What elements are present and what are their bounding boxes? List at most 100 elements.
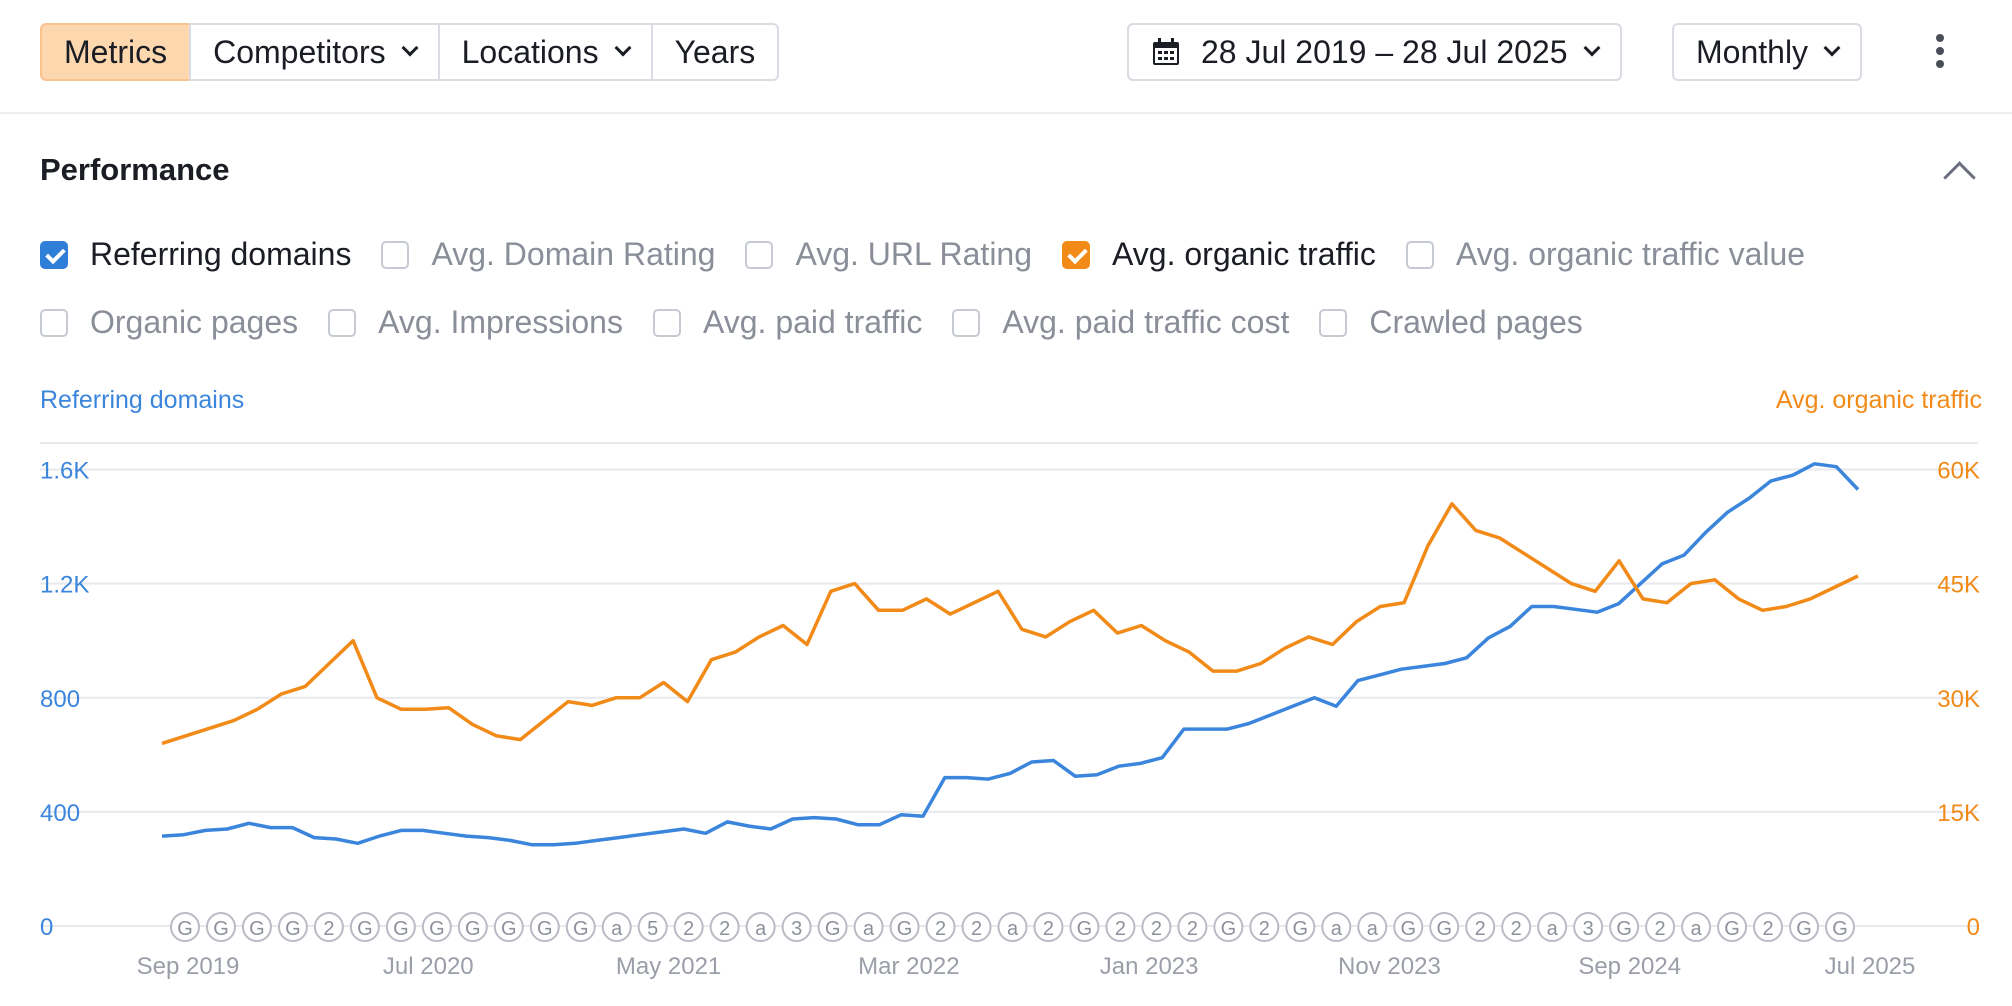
- event-marker-label: G: [1436, 918, 1452, 940]
- event-marker: [997, 912, 1028, 942]
- event-marker: [1213, 912, 1244, 942]
- event-marker: [925, 912, 956, 942]
- toggle-label: Avg. Impressions: [378, 304, 623, 340]
- event-marker-label: 3: [1583, 918, 1594, 940]
- event-marker-label: 2: [1151, 918, 1162, 940]
- event-marker: [709, 912, 740, 942]
- toggle-label: Referring domains: [90, 236, 352, 272]
- tab-competitors[interactable]: Competitors: [189, 23, 440, 81]
- event-marker-label: G: [393, 918, 409, 940]
- event-marker: [1825, 912, 1855, 942]
- event-marker: [961, 912, 992, 942]
- event-marker: [1501, 912, 1532, 942]
- interval-label: Monthly: [1696, 33, 1809, 70]
- chevron-up-icon[interactable]: [1943, 161, 1976, 194]
- checkbox-icon[interactable]: [745, 240, 774, 269]
- event-marker-label: 5: [647, 918, 658, 940]
- toggle-label: Avg. Domain Rating: [431, 236, 716, 272]
- calendar-icon: [1153, 38, 1179, 65]
- event-marker-label: G: [357, 918, 373, 940]
- event-marker-label: 2: [1043, 918, 1054, 940]
- event-marker-label: 2: [1115, 918, 1126, 940]
- tab-locations[interactable]: Locations: [437, 23, 653, 81]
- toggle-avg-organic-traffic-value[interactable]: Avg. organic traffic value: [1405, 236, 1806, 273]
- event-marker: [1249, 912, 1280, 942]
- event-marker-label: G: [897, 918, 913, 940]
- checkbox-icon[interactable]: [40, 308, 68, 337]
- checkbox-icon[interactable]: [40, 240, 68, 269]
- view-tabs: Metrics Competitors Locations Years: [40, 23, 780, 81]
- toolbar: Metrics Competitors Locations Years 28 J…: [0, 0, 2012, 114]
- event-marker: [277, 912, 308, 942]
- x-tick-label: May 2021: [616, 953, 721, 980]
- tab-metrics[interactable]: Metrics: [40, 23, 192, 81]
- date-range-picker[interactable]: 28 Jul 2019 – 28 Jul 2025: [1127, 23, 1622, 81]
- toggle-avg-paid-traffic[interactable]: Avg. paid traffic: [652, 304, 922, 341]
- toggle-referring-domains[interactable]: Referring domains: [40, 236, 351, 273]
- toggle-avg-domain-rating[interactable]: Avg. Domain Rating: [381, 236, 715, 273]
- checkbox-icon[interactable]: [1405, 240, 1434, 269]
- checkbox-icon[interactable]: [952, 308, 981, 337]
- event-marker: [817, 912, 848, 942]
- checkbox-icon[interactable]: [328, 308, 357, 337]
- chevron-down-icon: [401, 39, 419, 57]
- interval-select[interactable]: Monthly: [1672, 23, 1863, 81]
- event-marker: [1753, 912, 1784, 942]
- event-marker: [1321, 912, 1352, 942]
- event-marker: [1609, 912, 1640, 942]
- toggle-avg-organic-traffic[interactable]: Avg. organic traffic: [1062, 236, 1376, 273]
- organic-traffic-line: [161, 502, 1859, 746]
- metric-toggles-row-1: Referring domains Avg. Domain Rating Avg…: [40, 236, 1835, 273]
- more-options-icon[interactable]: [1932, 34, 1948, 74]
- event-marker: [1717, 912, 1748, 942]
- left-tick-label: 1.2K: [40, 572, 89, 599]
- left-tick-label: 800: [40, 686, 80, 713]
- event-marker: [241, 912, 272, 942]
- left-tick-label: 400: [40, 800, 80, 827]
- event-marker: [1033, 912, 1064, 942]
- chevron-down-icon: [1823, 39, 1841, 57]
- toggle-avg-paid-traffic-cost[interactable]: Avg. paid traffic cost: [952, 304, 1289, 341]
- event-marker: [385, 912, 416, 942]
- event-marker: [205, 912, 236, 942]
- event-marker-label: 2: [719, 918, 730, 940]
- event-marker: [1573, 912, 1604, 942]
- event-marker: [313, 912, 344, 942]
- event-marker-label: G: [1077, 918, 1093, 940]
- event-marker-label: G: [285, 918, 301, 940]
- right-axis-title: Avg. organic traffic: [1775, 386, 1982, 414]
- event-marker: [745, 912, 776, 942]
- right-tick-label: 30K: [1937, 686, 1980, 713]
- toggle-label: Avg. organic traffic value: [1455, 236, 1806, 272]
- event-marker-label: 2: [683, 918, 694, 940]
- toggle-organic-pages[interactable]: Organic pages: [40, 304, 298, 341]
- performance-chart[interactable]: 0 0 400 15K 800 30K 1.2K 45K 1.6K 60K Sep 2019 Jul …: [0, 420, 2012, 1006]
- event-marker: [1357, 912, 1388, 942]
- right-tick-label: 60K: [1937, 458, 1980, 485]
- x-tick-label: Mar 2022: [858, 953, 959, 980]
- toggle-crawled-pages[interactable]: Crawled pages: [1319, 304, 1583, 341]
- event-marker: [1681, 912, 1712, 942]
- event-marker: [1789, 912, 1820, 942]
- event-marker-label: 2: [1475, 918, 1486, 940]
- right-tick-label: 0: [1967, 914, 1980, 941]
- event-marker-label: G: [177, 918, 193, 940]
- x-tick-label: Jan 2023: [1100, 953, 1199, 980]
- checkbox-icon[interactable]: [652, 308, 681, 337]
- checkbox-icon[interactable]: [381, 240, 410, 269]
- section-title: Performance: [40, 152, 230, 187]
- event-marker-label: G: [1293, 918, 1309, 940]
- event-marker-label: a: [1007, 918, 1019, 940]
- event-marker-label: 2: [323, 918, 334, 940]
- tab-years[interactable]: Years: [650, 23, 780, 81]
- left-tick-label: 1.6K: [40, 458, 89, 485]
- checkbox-icon[interactable]: [1319, 308, 1348, 337]
- toggle-avg-impressions[interactable]: Avg. Impressions: [328, 304, 623, 341]
- checkbox-icon[interactable]: [1062, 240, 1091, 269]
- event-marker: [673, 912, 704, 942]
- event-marker-label: G: [537, 918, 553, 940]
- toggle-avg-url-rating[interactable]: Avg. URL Rating: [745, 236, 1032, 273]
- tab-years-label: Years: [674, 33, 756, 70]
- tab-locations-label: Locations: [461, 33, 599, 70]
- event-marker-label: 2: [1511, 918, 1522, 940]
